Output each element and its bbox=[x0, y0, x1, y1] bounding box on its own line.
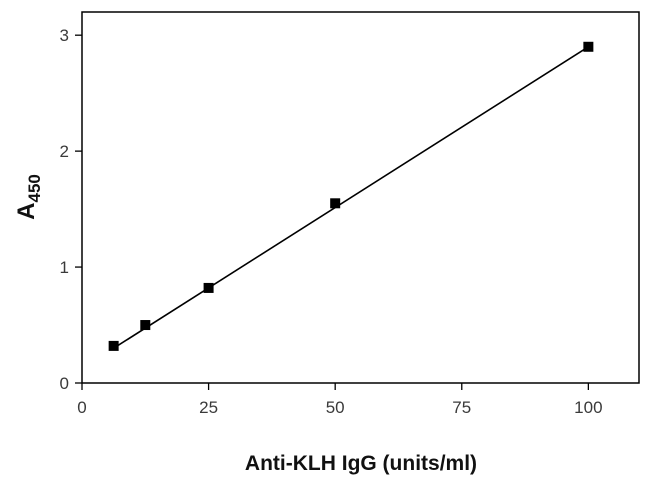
y-tick-label: 3 bbox=[60, 26, 69, 45]
y-tick-label: 0 bbox=[60, 374, 69, 393]
y-axis-title-subscript: 450 bbox=[25, 174, 44, 202]
data-points bbox=[108, 41, 594, 351]
plot-frame bbox=[81, 11, 640, 384]
x-axis-ticks: 0 25 50 75 100 bbox=[77, 383, 603, 417]
x-axis-title: Anti-KLH IgG (units/ml) bbox=[245, 452, 477, 475]
x-tick-label: 25 bbox=[199, 398, 218, 417]
x-tick-label: 100 bbox=[574, 398, 602, 417]
y-axis-ticks: 0 1 2 3 bbox=[60, 26, 82, 393]
y-tick-label: 2 bbox=[60, 142, 69, 161]
x-tick-label: 0 bbox=[77, 398, 86, 417]
fit-line bbox=[113, 46, 589, 349]
y-axis-title: A450 bbox=[13, 174, 44, 220]
x-tick-label: 75 bbox=[452, 398, 471, 417]
fit-line-group bbox=[113, 46, 589, 349]
data-point bbox=[140, 320, 151, 331]
data-point bbox=[583, 41, 594, 52]
data-point bbox=[330, 198, 341, 209]
data-point bbox=[203, 282, 214, 293]
x-tick-label: 50 bbox=[326, 398, 345, 417]
data-point bbox=[108, 340, 119, 351]
y-tick-label: 1 bbox=[60, 258, 69, 277]
y-axis-title-main: A bbox=[13, 203, 40, 220]
